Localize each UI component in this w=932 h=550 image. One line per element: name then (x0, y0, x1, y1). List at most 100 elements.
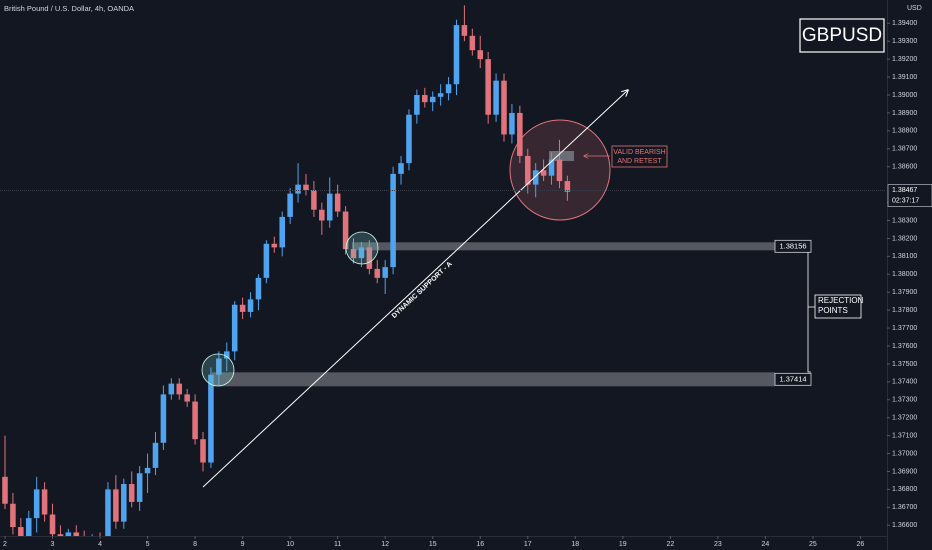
candle-body (184, 394, 190, 402)
last-price: 1.38467 (892, 187, 917, 194)
annotation: VALID BEARISH (613, 149, 665, 156)
candle-body (152, 442, 159, 468)
x-tick-label: 10 (286, 541, 294, 548)
candle-body (287, 193, 293, 217)
candle-body (113, 489, 119, 522)
candle-body (2, 476, 8, 504)
candle-body (303, 184, 309, 191)
x-tick-label: 5 (146, 541, 150, 548)
level-label: 1.38156 (779, 241, 806, 250)
y-tick-label: 1.37800 (892, 307, 917, 314)
y-tick-label: 1.37100 (892, 432, 917, 439)
y-tick-label: 1.39200 (892, 56, 917, 63)
candle-body (128, 484, 135, 502)
candle-body (422, 95, 428, 103)
candle-body (485, 59, 491, 115)
y-tick-label: 1.37600 (892, 343, 917, 350)
y-tick-label: 1.39100 (892, 74, 917, 81)
x-tick-label: 2 (3, 541, 7, 548)
candle-body (65, 532, 72, 536)
candle-body (168, 383, 175, 395)
candle-body (224, 351, 230, 359)
level-label: 1.37414 (779, 374, 806, 383)
rejection-label: REJECTION (818, 296, 864, 305)
x-tick-label: 24 (761, 541, 769, 548)
y-tick-label: 1.36900 (892, 468, 917, 475)
candle-body (192, 401, 198, 440)
candle-body (176, 383, 183, 395)
candle-body (548, 159, 555, 176)
candle-body (509, 112, 515, 135)
symbol: GBPUSD (802, 25, 882, 46)
candle-body (279, 216, 285, 248)
y-tick-label: 1.38100 (892, 253, 917, 260)
x-tick-label: 26 (857, 541, 865, 548)
candle-body (49, 514, 56, 535)
candle-body (18, 527, 24, 536)
symbol-box (799, 18, 885, 53)
y-tick-label: 1.38600 (892, 164, 917, 171)
level-zone (212, 372, 775, 387)
trendline (202, 90, 628, 488)
candle-body (255, 277, 262, 300)
candle-body (477, 50, 484, 60)
candle-body (208, 374, 214, 463)
annotation: AND RETEST (617, 158, 662, 165)
rejection-box (814, 294, 862, 319)
y-tick-label: 1.39400 (892, 20, 917, 27)
candle-body (524, 155, 531, 185)
candle-body (33, 489, 40, 519)
level-label-box (774, 239, 812, 253)
y-tick-label: 1.37400 (892, 379, 917, 386)
candle-body (73, 532, 80, 536)
candle-body (350, 249, 357, 259)
candle-body (445, 84, 452, 94)
y-tick-label: 1.38900 (892, 110, 917, 117)
candle-body (105, 489, 111, 536)
y-tick-label: 1.37000 (892, 450, 917, 457)
candle-body (121, 484, 127, 522)
candle-body (406, 114, 412, 164)
candle-body (358, 247, 365, 259)
rejection-label: POINTS (818, 306, 848, 315)
y-tick-label: 1.36800 (892, 486, 917, 493)
y-tick-label: 1.37200 (892, 415, 917, 422)
y-tick-label: 1.39300 (892, 38, 917, 45)
retest-box (549, 151, 574, 161)
candle-body (160, 394, 167, 443)
candle-body (334, 193, 341, 212)
candle-body (501, 80, 507, 135)
candle-body (429, 96, 436, 103)
candle-body (461, 25, 468, 36)
rejection-circle (201, 353, 235, 387)
y-tick-label: 1.39000 (892, 92, 917, 99)
candle-body (326, 193, 333, 221)
x-tick-label: 9 (241, 541, 245, 548)
x-tick-label: 11 (334, 541, 341, 548)
x-tick-label: 22 (666, 541, 674, 548)
candle-body (493, 80, 499, 115)
x-tick-label: 4 (98, 541, 102, 548)
candle-body (41, 489, 48, 515)
candle-body (437, 93, 444, 97)
y-tick-label: 1.36600 (892, 522, 917, 529)
y-tick-label: 1.38300 (892, 217, 917, 224)
candle-body (469, 35, 476, 51)
last-price-box (887, 184, 932, 207)
x-tick-label: 15 (429, 541, 437, 548)
y-tick-label: 1.38000 (892, 271, 917, 278)
candle-body (295, 184, 301, 194)
x-tick-label: 17 (524, 541, 532, 548)
level-label-box (774, 372, 812, 386)
x-tick-label: 8 (193, 541, 197, 548)
candle-body (414, 95, 420, 115)
y-tick-label: 1.37900 (892, 289, 917, 296)
candle-body (271, 243, 278, 248)
candle-body (556, 159, 563, 182)
candle-body (532, 170, 539, 185)
x-tick-label: 12 (381, 541, 389, 548)
level-zone (352, 242, 775, 251)
timer: 02:37:17 (892, 197, 919, 204)
candle-body (263, 243, 270, 278)
